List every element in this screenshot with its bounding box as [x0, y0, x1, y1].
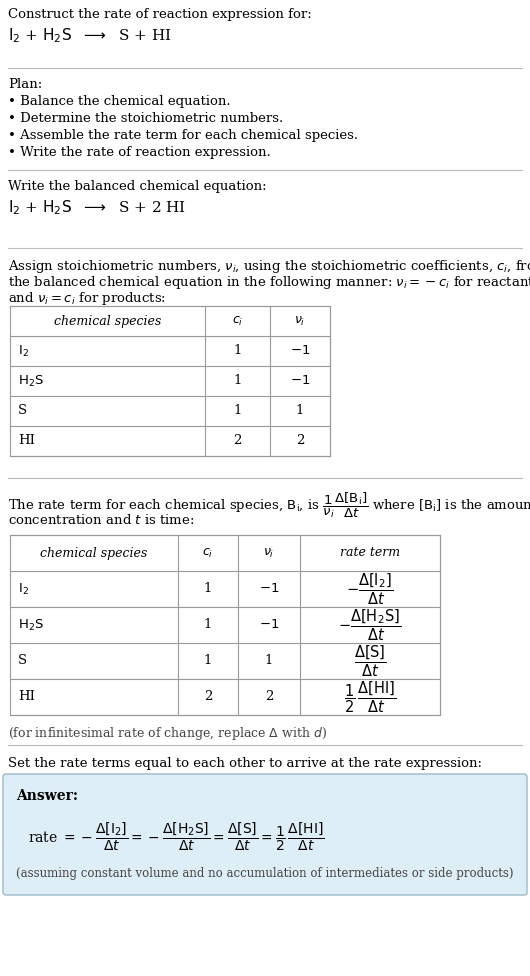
Text: the balanced chemical equation in the following manner: $\nu_i = -c_i$ for react: the balanced chemical equation in the fo…	[8, 274, 530, 291]
Text: $\mathrm{H_2S}$: $\mathrm{H_2S}$	[18, 618, 44, 632]
Text: $\nu_i$: $\nu_i$	[294, 314, 306, 328]
Text: Plan:: Plan:	[8, 78, 42, 91]
Text: 1: 1	[204, 619, 212, 631]
Text: Answer:: Answer:	[16, 789, 78, 803]
Text: HI: HI	[18, 434, 35, 448]
Text: $-1$: $-1$	[259, 583, 279, 595]
Text: and $\nu_i = c_i$ for products:: and $\nu_i = c_i$ for products:	[8, 290, 166, 307]
Text: $c_i$: $c_i$	[202, 547, 214, 559]
Text: (assuming constant volume and no accumulation of intermediates or side products): (assuming constant volume and no accumul…	[16, 867, 514, 880]
Text: chemical species: chemical species	[54, 314, 161, 328]
Text: rate $= -\dfrac{\Delta[\mathrm{I_2}]}{\Delta t} = -\dfrac{\Delta[\mathrm{H_2S}]}: rate $= -\dfrac{\Delta[\mathrm{I_2}]}{\D…	[28, 821, 325, 853]
Text: 1: 1	[204, 655, 212, 668]
Text: • Determine the stoichiometric numbers.: • Determine the stoichiometric numbers.	[8, 112, 283, 125]
Text: • Assemble the rate term for each chemical species.: • Assemble the rate term for each chemic…	[8, 129, 358, 142]
Text: Assign stoichiometric numbers, $\nu_i$, using the stoichiometric coefficients, $: Assign stoichiometric numbers, $\nu_i$, …	[8, 258, 530, 275]
Text: $-1$: $-1$	[290, 345, 310, 357]
Text: 2: 2	[265, 690, 273, 704]
Bar	[10, 535, 440, 715]
Text: HI: HI	[18, 690, 35, 704]
Text: $\mathrm{I_2}$ + $\mathrm{H_2S}$  $\longrightarrow$  S + 2 HI: $\mathrm{I_2}$ + $\mathrm{H_2S}$ $\longr…	[8, 198, 186, 217]
Text: Set the rate terms equal to each other to arrive at the rate expression:: Set the rate terms equal to each other t…	[8, 757, 482, 770]
Text: $-1$: $-1$	[290, 375, 310, 387]
Text: $\mathrm{I_2}$: $\mathrm{I_2}$	[18, 344, 29, 358]
Text: 1: 1	[204, 583, 212, 595]
Text: • Balance the chemical equation.: • Balance the chemical equation.	[8, 95, 231, 108]
Text: 1: 1	[233, 404, 242, 418]
Text: Write the balanced chemical equation:: Write the balanced chemical equation:	[8, 180, 267, 193]
Text: $-\dfrac{\Delta[\mathrm{H_2S}]}{\Delta t}$: $-\dfrac{\Delta[\mathrm{H_2S}]}{\Delta t…	[339, 607, 402, 643]
Text: $\mathrm{I_2}$ + $\mathrm{H_2S}$  $\longrightarrow$  S + HI: $\mathrm{I_2}$ + $\mathrm{H_2S}$ $\longr…	[8, 26, 172, 45]
Text: $\dfrac{1}{2}\,\dfrac{\Delta[\mathrm{HI}]}{\Delta t}$: $\dfrac{1}{2}\,\dfrac{\Delta[\mathrm{HI}…	[344, 679, 396, 714]
Text: concentration and $t$ is time:: concentration and $t$ is time:	[8, 513, 195, 527]
Text: $\nu_i$: $\nu_i$	[263, 547, 275, 559]
Text: 2: 2	[233, 434, 242, 448]
Text: • Write the rate of reaction expression.: • Write the rate of reaction expression.	[8, 146, 271, 159]
Bar	[10, 306, 330, 456]
Text: $c_i$: $c_i$	[232, 314, 243, 328]
Text: $-1$: $-1$	[259, 619, 279, 631]
Text: (for infinitesimal rate of change, replace $\Delta$ with $d$): (for infinitesimal rate of change, repla…	[8, 725, 327, 742]
Text: 1: 1	[265, 655, 273, 668]
Text: $\mathrm{I_2}$: $\mathrm{I_2}$	[18, 582, 29, 596]
Text: rate term: rate term	[340, 547, 400, 559]
Text: Construct the rate of reaction expression for:: Construct the rate of reaction expressio…	[8, 8, 312, 21]
Text: S: S	[18, 404, 27, 418]
Text: $-\dfrac{\Delta[\mathrm{I_2}]}{\Delta t}$: $-\dfrac{\Delta[\mathrm{I_2}]}{\Delta t}…	[347, 571, 394, 607]
FancyBboxPatch shape	[3, 774, 527, 895]
Text: 1: 1	[233, 375, 242, 387]
Text: 2: 2	[204, 690, 212, 704]
Text: chemical species: chemical species	[40, 547, 148, 559]
Text: 2: 2	[296, 434, 304, 448]
Text: 1: 1	[296, 404, 304, 418]
Text: 1: 1	[233, 345, 242, 357]
Text: $\dfrac{\Delta[\mathrm{S}]}{\Delta t}$: $\dfrac{\Delta[\mathrm{S}]}{\Delta t}$	[354, 643, 386, 678]
Text: The rate term for each chemical species, $\mathrm{B_i}$, is $\dfrac{1}{\nu_i}\df: The rate term for each chemical species,…	[8, 491, 530, 520]
Text: S: S	[18, 655, 27, 668]
Text: $\mathrm{H_2S}$: $\mathrm{H_2S}$	[18, 374, 44, 388]
